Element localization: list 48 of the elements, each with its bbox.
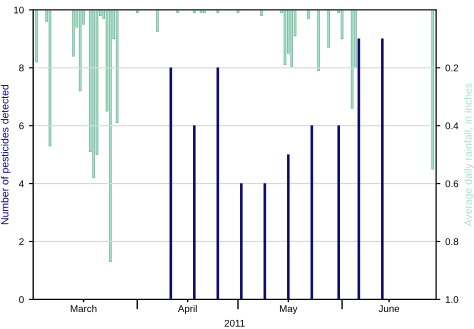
y-axis-title: Number of pesticides detected [0,84,11,224]
bar [236,10,240,14]
bar [284,10,286,66]
y-tick-label: 0 [19,296,24,304]
bar [260,10,263,16]
y2-tick-label: 1.0 [446,296,458,304]
bar [78,10,82,92]
bar [327,10,330,48]
y2-tick-label: 0.4 [445,122,458,130]
y2-tick-label: 0.2 [445,64,458,72]
bar [72,10,75,56]
x-tick-label: April [178,304,197,314]
bar [287,154,290,300]
y2-tick-label: 0.8 [445,238,458,246]
bar [48,10,52,146]
y2-tick-label: 0.6 [445,180,458,188]
bar [193,125,196,300]
bar [240,183,243,300]
bar [337,125,340,300]
bar [156,10,159,32]
bar [35,10,38,62]
y-tick-label: 10 [14,6,24,14]
bar [216,67,220,300]
x-tick-label: May [280,305,298,314]
y-tick-label: 8 [19,64,24,72]
bar [109,10,112,262]
x-tick-label: March [70,304,96,312]
bar [170,67,172,300]
bar [340,10,344,40]
bar [310,125,314,300]
x-axis-title: 2011 [224,320,245,327]
bar [200,10,202,14]
bar [350,10,354,109]
bar [307,10,310,19]
bar [358,38,360,300]
bar [116,10,118,124]
x-tick-label: June [378,305,400,312]
bar [176,10,179,14]
y-tick-label: 6 [19,122,24,130]
y-tick-label: 2 [19,238,24,246]
bar [431,10,434,170]
bar [381,38,384,300]
bar [317,10,320,71]
bar [264,183,266,300]
y-tick-label: 4 [18,180,24,188]
bar [92,10,95,178]
y2-axis-title: Average daily rainfall, in inches [464,83,474,226]
bar [290,10,293,67]
